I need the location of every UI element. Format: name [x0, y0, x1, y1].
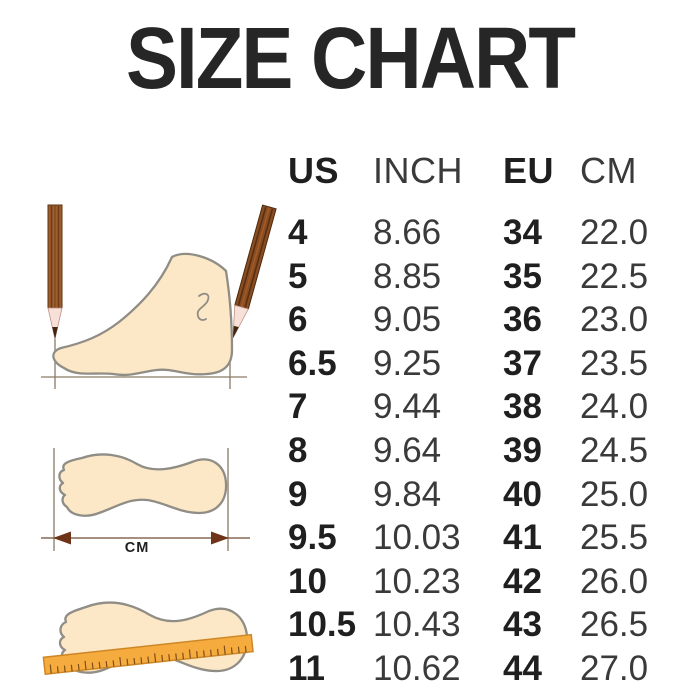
ruler-ticks [49, 645, 247, 674]
cm-arrow-label: CM [125, 540, 150, 556]
table-row: 11 10.62 44 27.0 [288, 647, 675, 691]
cell-us: 4 [288, 213, 308, 252]
cell-inch: 8.85 [373, 256, 442, 296]
cell-eu: 39 [503, 430, 542, 470]
cell-cm: 25.0 [580, 474, 649, 514]
cell-us: 7 [288, 387, 308, 427]
arrow-head-left [53, 531, 71, 545]
cell-eu: 40 [503, 474, 542, 514]
cell-eu: 36 [503, 300, 542, 340]
table-row: 4 8.66 34 22.0 [288, 211, 675, 255]
cell-inch: 9.64 [373, 430, 442, 470]
cm-arrow: CM [41, 531, 250, 556]
cell-us: 6 [288, 300, 308, 340]
cell-cm: 24.5 [580, 430, 649, 470]
cell-cm: 27.0 [580, 648, 649, 688]
cell-inch: 8.66 [373, 213, 442, 252]
foot-side-shape [52, 252, 234, 377]
cell-inch: 10.62 [373, 648, 461, 688]
cell-inch: 9.05 [373, 300, 442, 340]
size-table: US INCH EU CM 4 8.66 34 22.0 5 8.85 35 2… [288, 148, 675, 691]
cell-inch: 9.84 [373, 474, 442, 514]
footprint-ruler-illustration [42, 601, 254, 676]
cell-eu: 37 [503, 343, 542, 383]
cell-eu: 42 [503, 561, 542, 601]
cell-cm: 23.5 [580, 343, 649, 383]
cell-cm: 26.5 [580, 605, 649, 645]
cell-cm: 22.5 [580, 256, 649, 296]
cell-cm: 26.0 [580, 561, 649, 601]
cell-eu: 38 [503, 387, 542, 427]
table-row: 10 10.23 42 26.0 [288, 560, 675, 604]
table-row: 9.5 10.03 41 25.5 [288, 516, 675, 560]
footprint-shape [58, 453, 228, 517]
cell-us: 11 [288, 648, 325, 688]
ankle-squiggle [196, 292, 210, 321]
table-row: 7 9.44 38 24.0 [288, 385, 675, 429]
cell-eu: 34 [503, 213, 542, 252]
cell-inch: 9.44 [373, 387, 442, 427]
page-title: SIZE CHART [126, 8, 576, 108]
cell-eu: 44 [503, 648, 542, 688]
cell-cm: 22.0 [580, 213, 649, 252]
cell-us: 10 [288, 561, 327, 601]
cell-eu: 35 [503, 256, 542, 296]
cell-us: 9.5 [288, 518, 337, 558]
size-table-header: US INCH EU CM [288, 148, 675, 194]
ruler-icon [42, 633, 254, 676]
cell-us: 10.5 [288, 605, 357, 645]
left-pencil-icon [47, 204, 63, 340]
cell-inch: 10.23 [373, 561, 461, 601]
table-row: 8 9.64 39 24.5 [288, 429, 675, 473]
cell-cm: 24.0 [580, 387, 649, 427]
table-row: 10.5 10.43 43 26.5 [288, 603, 675, 647]
table-row: 6 9.05 36 23.0 [288, 298, 675, 342]
table-row: 6.5 9.25 37 23.5 [288, 342, 675, 386]
cell-inch: 10.03 [373, 518, 461, 558]
cell-inch: 10.43 [373, 605, 461, 645]
cell-us: 5 [288, 256, 308, 296]
cell-cm: 23.0 [580, 300, 649, 340]
header-eu: EU [503, 150, 555, 191]
cell-eu: 41 [503, 518, 542, 558]
size-table-body: 4 8.66 34 22.0 5 8.85 35 22.5 6 9.05 36 … [288, 211, 675, 691]
cell-us: 8 [288, 430, 308, 470]
header-inch: INCH [373, 150, 463, 191]
cell-cm: 25.5 [580, 518, 649, 558]
cell-us: 9 [288, 474, 308, 514]
measure-boundary-lines [53, 448, 229, 551]
footprint-cm-arrow-illustration: CM [41, 448, 250, 556]
cell-us: 6.5 [288, 343, 337, 383]
table-row: 9 9.84 40 25.0 [288, 473, 675, 517]
foot-side-measure-illustration [41, 204, 277, 389]
arrow-head-right [211, 531, 229, 545]
table-row: 5 8.85 35 22.5 [288, 255, 675, 299]
cell-eu: 43 [503, 605, 542, 645]
cell-inch: 9.25 [373, 343, 442, 383]
header-us: US [288, 150, 340, 191]
right-pencil-icon [232, 204, 277, 339]
header-cm: CM [580, 150, 637, 191]
